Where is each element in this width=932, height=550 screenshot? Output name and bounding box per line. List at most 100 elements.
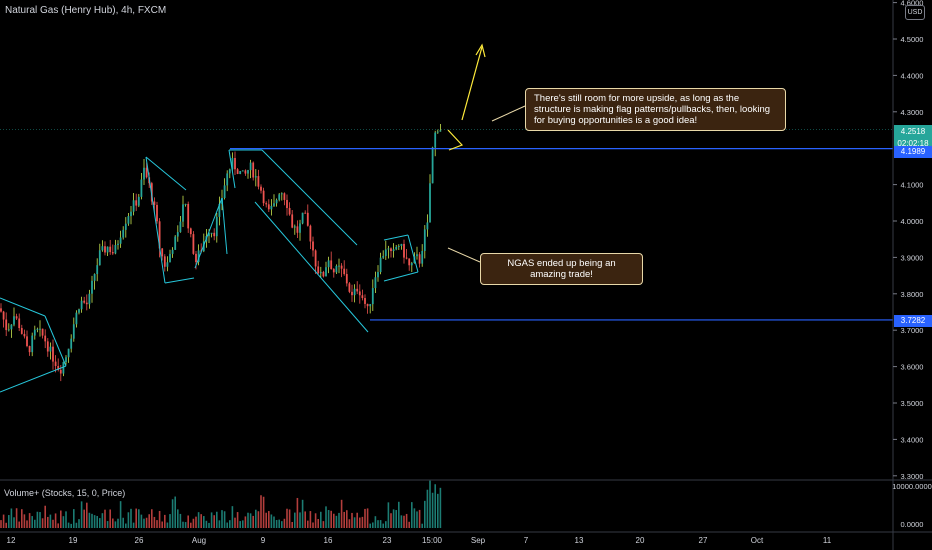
volume-bar (330, 510, 332, 528)
candle-body (291, 214, 294, 228)
volume-bar (208, 522, 210, 528)
pattern-line (221, 197, 228, 255)
volume-bar (132, 522, 135, 528)
volume-bar (221, 510, 223, 528)
pattern-line (383, 234, 409, 241)
pullback-arrow-head (447, 129, 464, 151)
volume-bar (88, 512, 91, 528)
candle-body (70, 338, 73, 349)
volume-bar (226, 522, 228, 528)
volume-bar (416, 511, 418, 528)
volume-bar (377, 520, 379, 528)
candle-body (236, 169, 239, 174)
candle-body (59, 369, 62, 374)
y-tick-label: 4.5000 (901, 35, 924, 44)
candle-body (267, 204, 270, 210)
volume-bar (174, 496, 176, 528)
candle-body (137, 196, 140, 206)
volume-bar (23, 514, 26, 528)
x-tick-label: 27 (699, 536, 708, 545)
flag-patterns (0, 149, 419, 393)
volume-bar (398, 501, 400, 528)
candle-body (197, 250, 200, 262)
candle-body (223, 185, 226, 198)
candle-body (244, 170, 247, 174)
volume-bar (366, 508, 369, 528)
candle-body (195, 253, 197, 262)
candle-body (421, 250, 424, 264)
volume-bar (13, 517, 15, 528)
candle-body (78, 309, 80, 313)
volume-bar (28, 513, 31, 528)
volume-bar (21, 509, 23, 528)
candle-body (335, 265, 338, 273)
annotation-note-trade: NGAS ended up being an amazing trade! (480, 253, 643, 285)
candle-body (299, 223, 301, 233)
candle-body (403, 243, 405, 258)
candle-body (65, 357, 67, 363)
volume-bar (346, 510, 348, 528)
volume-bar (177, 509, 179, 528)
candle-body (286, 199, 288, 209)
candle-body (288, 208, 291, 215)
candle-body (143, 167, 145, 180)
candle-body (405, 257, 408, 259)
x-tick-label: Aug (192, 536, 206, 545)
volume-bar (411, 502, 413, 528)
volume-bar (96, 515, 98, 528)
volume-bar (239, 521, 241, 528)
volume-bar (418, 509, 421, 528)
candle-body (293, 226, 296, 228)
volume-bar (80, 501, 83, 528)
volume-bar (424, 500, 426, 528)
candle-body (369, 304, 372, 307)
candle-body (18, 318, 21, 329)
x-tick-label: 26 (135, 536, 144, 545)
candle-body (226, 173, 229, 186)
candle-body (132, 200, 135, 212)
volume-bar (249, 513, 252, 528)
volume-bar (18, 521, 20, 528)
volume-bar (408, 521, 410, 528)
volume-bar (39, 512, 41, 528)
volume-bar (104, 509, 106, 528)
candle-body (49, 346, 52, 352)
volume-bar (182, 521, 184, 528)
candle-body (257, 176, 260, 187)
volume-bar (294, 512, 296, 528)
candle-body (408, 258, 411, 266)
candle-body (33, 329, 36, 336)
volume-bar (223, 511, 226, 528)
volume-bar (190, 522, 192, 528)
volume-bar (307, 520, 309, 528)
volume-bar (166, 522, 169, 528)
candle-body (31, 335, 34, 353)
x-tick-label: 16 (324, 536, 333, 545)
volume-bar (62, 516, 65, 528)
candle-body (83, 300, 86, 303)
candle-body (348, 283, 351, 292)
volume-bar (86, 502, 88, 528)
pattern-line (228, 149, 236, 189)
candle-body (88, 293, 91, 305)
candle-body (72, 324, 75, 339)
candle-body (140, 179, 143, 197)
pattern-line (261, 149, 358, 246)
candle-body (327, 260, 330, 268)
chart-title: Natural Gas (Henry Hub), 4h, FXCM (5, 5, 167, 16)
candle-body (275, 199, 278, 204)
volume-bar (93, 515, 96, 528)
candle-body (163, 256, 166, 267)
candle-body (338, 265, 340, 267)
candle-body (184, 203, 187, 205)
currency-button[interactable]: USD (905, 5, 925, 20)
upside-arrow-line (461, 46, 483, 121)
candle-body (416, 254, 418, 257)
volume-bar (164, 514, 166, 528)
x-tick-label: Oct (751, 536, 764, 545)
volume-bar (184, 522, 187, 528)
volume-bar (67, 522, 70, 528)
volume-bar (78, 519, 80, 528)
volume-bar (327, 510, 330, 528)
